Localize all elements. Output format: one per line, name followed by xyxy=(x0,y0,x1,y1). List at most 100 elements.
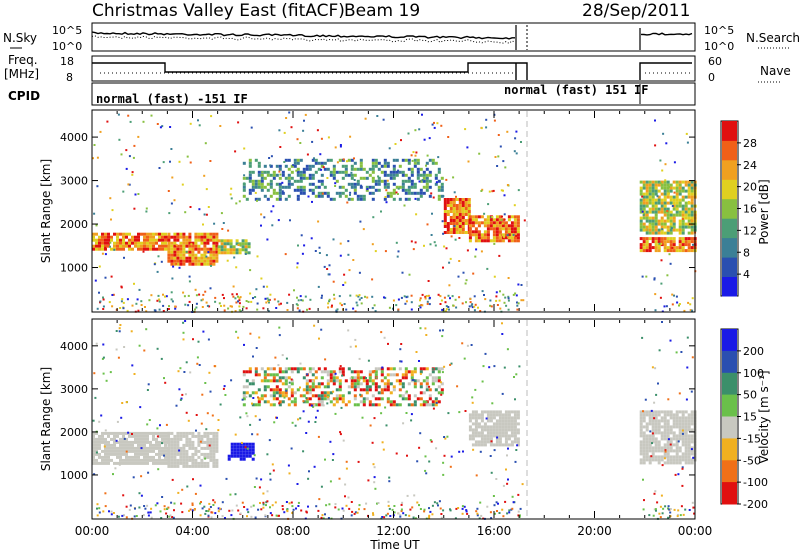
heatmap-cell xyxy=(404,370,408,374)
heatmap-cell xyxy=(104,458,107,462)
heatmap-cell xyxy=(492,425,496,429)
heatmap-speckle xyxy=(339,433,342,436)
heatmap-speckle xyxy=(517,514,520,517)
heatmap-cell xyxy=(407,403,411,407)
heatmap-speckle xyxy=(395,241,398,244)
heatmap-cell xyxy=(495,221,499,225)
heatmap-speckle xyxy=(138,506,141,509)
heatmap-speckle xyxy=(165,295,168,298)
heatmap-cell xyxy=(374,188,378,192)
heatmap-cell xyxy=(389,176,393,180)
heatmap-speckle xyxy=(295,507,297,510)
heatmap-cell xyxy=(356,370,360,374)
heatmap-cell xyxy=(380,391,384,395)
heatmap-cell xyxy=(107,443,110,447)
heatmap-cell xyxy=(648,219,652,223)
heatmap-speckle xyxy=(250,505,253,508)
heatmap-speckle xyxy=(288,293,291,296)
heatmap-cell xyxy=(290,367,294,371)
heatmap-cell xyxy=(486,236,490,240)
heatmap-speckle xyxy=(467,160,470,163)
heatmap-speckle xyxy=(440,516,443,519)
heatmap-cell xyxy=(458,198,462,201)
heatmap-cell xyxy=(443,210,447,213)
heatmap-cell xyxy=(122,232,125,236)
heatmap-cell xyxy=(446,201,450,204)
heatmap-cell xyxy=(238,251,242,255)
heatmap-cell xyxy=(278,388,282,392)
heatmap-cell xyxy=(648,246,652,250)
heatmap-cell xyxy=(167,437,171,441)
heatmap-cell xyxy=(474,215,478,219)
heatmap-cell xyxy=(492,236,496,240)
heatmap-speckle xyxy=(474,388,477,391)
heatmap-cell xyxy=(489,410,493,414)
heatmap-cell xyxy=(681,249,685,253)
heatmap-cell xyxy=(332,379,336,383)
heatmap-cell xyxy=(131,247,134,251)
heatmap-speckle xyxy=(505,468,507,471)
heatmap-cell xyxy=(651,228,655,232)
heatmap-cell xyxy=(669,213,673,217)
heatmap-cell xyxy=(672,422,676,426)
heatmap-speckle xyxy=(278,326,281,329)
heatmap-cell xyxy=(217,245,221,249)
heatmap-speckle xyxy=(220,212,223,215)
heatmap-cell xyxy=(158,446,161,450)
heatmap-cell xyxy=(371,403,375,407)
heatmap-cell xyxy=(206,232,210,236)
heatmap-cell xyxy=(194,452,198,456)
heatmap-cell xyxy=(158,443,161,447)
heatmap-cell xyxy=(492,413,496,417)
heatmap-speckle xyxy=(661,169,664,172)
heatmap-cell xyxy=(480,440,484,444)
heatmap-cell xyxy=(486,221,490,225)
heatmap-cell xyxy=(663,249,667,253)
heatmap-cell xyxy=(119,232,122,236)
heatmap-cell xyxy=(220,245,224,249)
heatmap-speckle xyxy=(520,299,523,302)
heatmap-speckle xyxy=(648,514,651,517)
heatmap-cell xyxy=(443,219,447,222)
heatmap-speckle xyxy=(454,238,457,241)
heatmap-cell xyxy=(431,158,435,162)
heatmap-speckle xyxy=(658,349,661,352)
heatmap-cell xyxy=(209,247,213,251)
heatmap-speckle xyxy=(156,123,159,125)
heatmap-cell xyxy=(266,170,270,174)
heatmap-cell xyxy=(666,431,670,435)
heatmap-cell xyxy=(371,161,375,165)
heatmap-cell xyxy=(170,253,174,257)
heatmap-cell xyxy=(425,176,429,180)
heatmap-speckle xyxy=(475,248,478,251)
heatmap-speckle xyxy=(322,404,325,407)
heatmap-speckle xyxy=(491,402,494,405)
heatmap-cell xyxy=(206,461,210,465)
heatmap-cell xyxy=(329,400,333,404)
heatmap-cell xyxy=(350,164,354,168)
heatmap-cell xyxy=(320,161,324,165)
heatmap-speckle xyxy=(334,146,337,149)
heatmap-cell xyxy=(134,461,137,465)
heatmap-cell xyxy=(678,455,682,459)
heatmap-speckle xyxy=(170,202,173,205)
heatmap-speckle xyxy=(326,402,329,405)
heatmap-cell xyxy=(690,461,694,465)
heatmap-cell xyxy=(191,241,195,245)
heatmap-cell xyxy=(498,230,502,234)
heatmap-cell xyxy=(305,388,309,392)
heatmap-speckle xyxy=(304,295,307,298)
heatmap-cell xyxy=(645,446,649,450)
heatmap-cell xyxy=(498,425,502,429)
heatmap-speckle xyxy=(331,304,333,307)
heatmap-cell xyxy=(431,379,435,383)
heatmap-cell xyxy=(158,458,161,462)
nave-tick-top: 60 xyxy=(708,55,722,68)
heatmap-speckle xyxy=(223,385,226,388)
heatmap-speckle xyxy=(426,154,429,157)
heatmap-cell xyxy=(305,400,309,404)
heatmap-speckle xyxy=(515,234,518,237)
heatmap-speckle xyxy=(515,373,518,376)
heatmap-cell xyxy=(663,237,667,241)
heatmap-speckle xyxy=(345,504,348,507)
